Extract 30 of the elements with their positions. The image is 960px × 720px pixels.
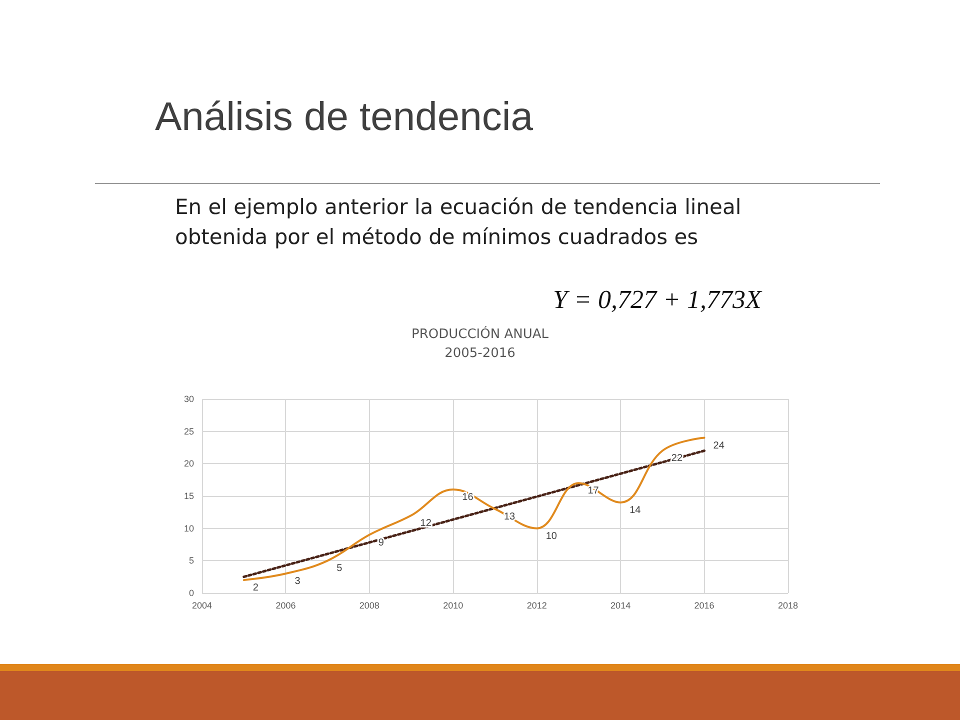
data-label: 10 [546, 530, 558, 542]
y-tick-label: 15 [184, 491, 194, 501]
text: Y = 0,727 + 1,773X [553, 285, 762, 315]
data-label: 17 [588, 486, 600, 497]
y-tick-label: 0 [188, 588, 194, 598]
x-tick-label: 2014 [610, 600, 631, 610]
y-tick-label: 10 [184, 523, 194, 534]
data-label: 12 [420, 518, 432, 529]
x-tick-label: 2004 [192, 600, 212, 610]
data-label: 22 [671, 453, 683, 464]
y-tick-label: 20 [184, 458, 194, 469]
data-label: 16 [462, 492, 474, 504]
x-tick-label: 2016 [694, 600, 714, 610]
x-tick-label: 2018 [778, 600, 798, 610]
data-label: 14 [630, 504, 642, 516]
x-tick-label: 2010 [443, 600, 464, 610]
y-tick-label: 30 [184, 394, 194, 404]
y-tick-label: 5 [188, 556, 194, 566]
text: Análisis de tendencia [155, 95, 534, 140]
data-label: 2 [252, 582, 259, 594]
y-tick-label: 25 [184, 426, 194, 436]
data-label: 24 [713, 440, 725, 452]
x-tick-label: 2008 [359, 600, 380, 610]
data-label: 5 [336, 563, 343, 574]
data-label: 3 [294, 576, 301, 588]
x-tick-label: 2006 [276, 600, 296, 610]
data-label: 9 [378, 537, 384, 548]
chart-title: PRODUCCIÓN ANUAL 2005-2016 [412, 325, 550, 361]
text: En el ejemplo anterior la ecuación de tendencia lineal obtenida por el método de mínimos cuadrados es [175, 194, 742, 251]
x-tick-label: 2012 [526, 600, 547, 610]
